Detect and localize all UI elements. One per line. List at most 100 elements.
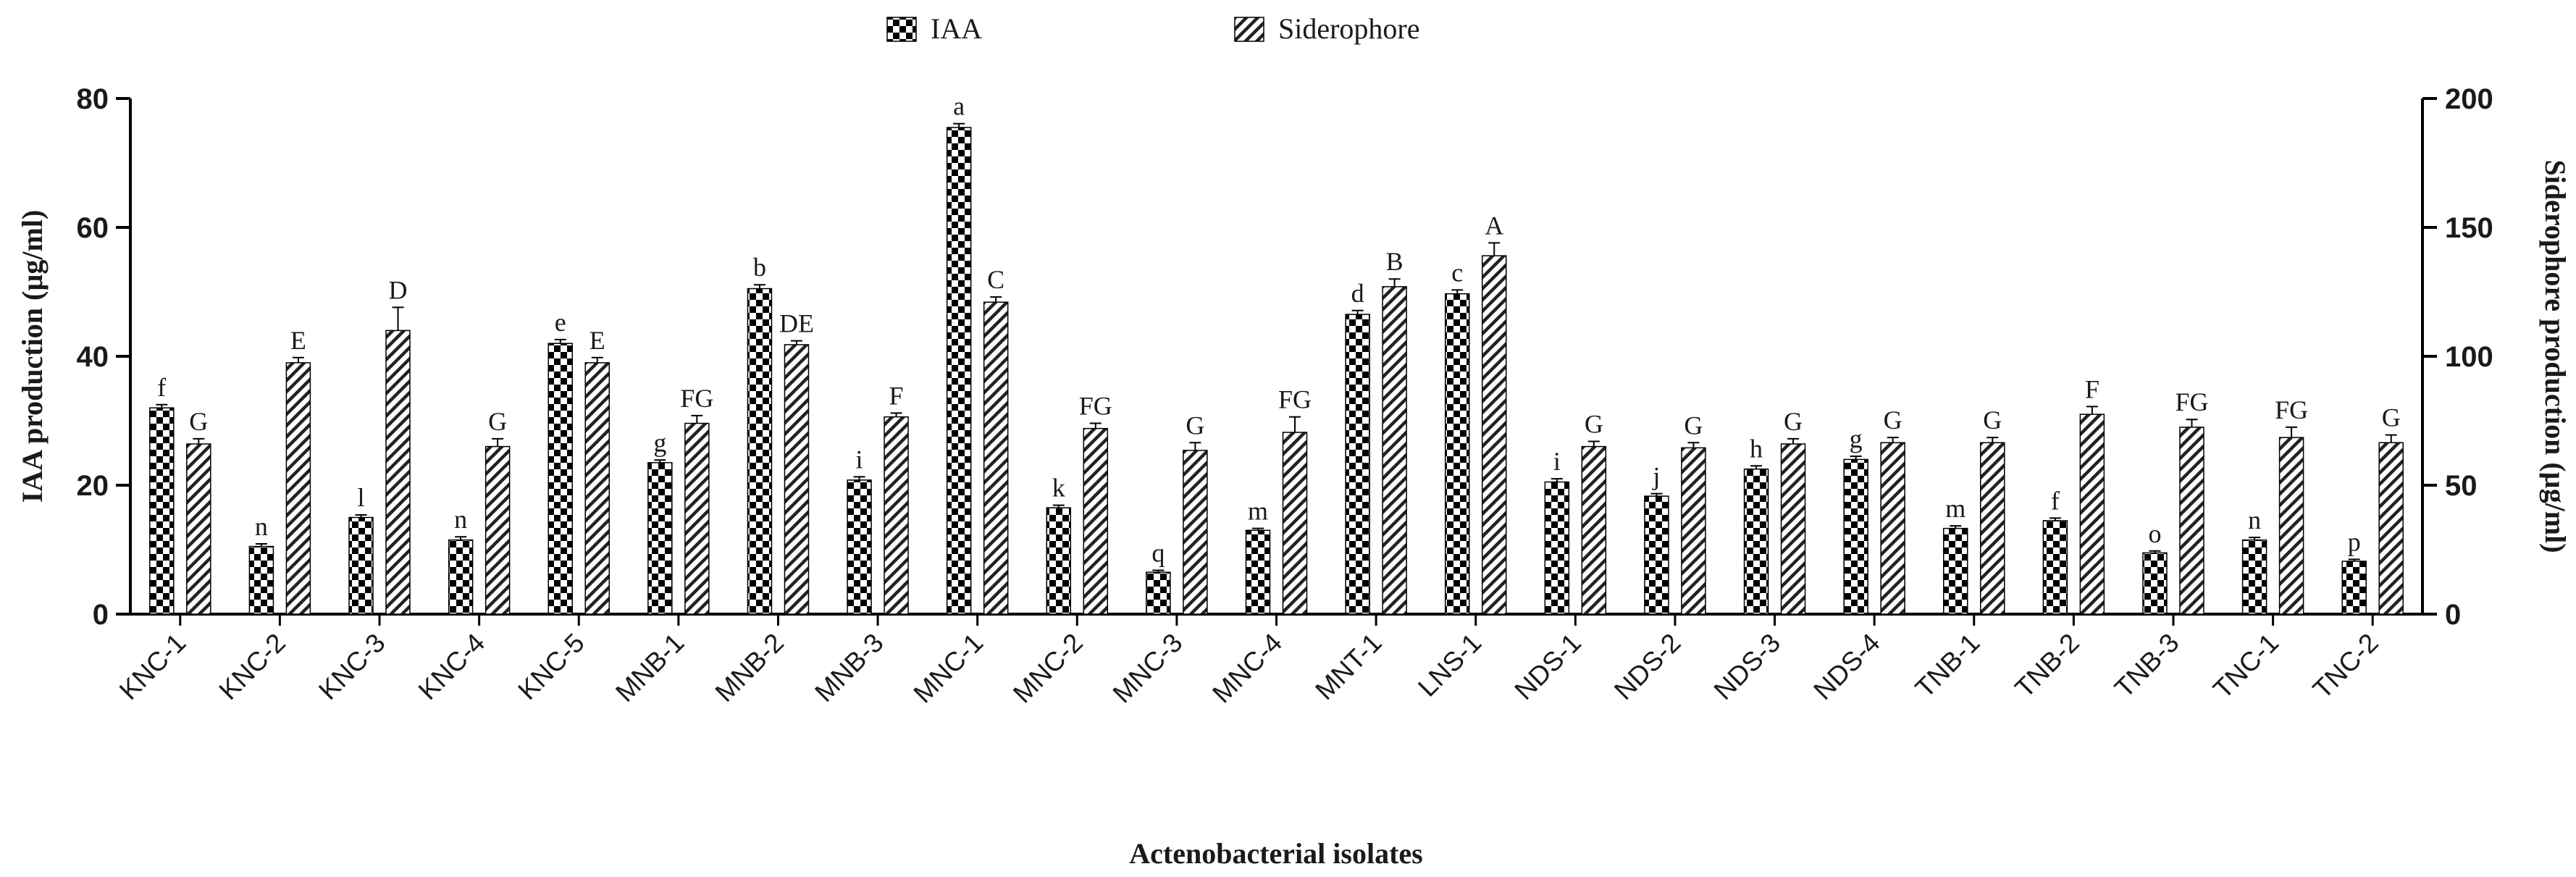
x-tick-label: TNB-2 <box>2009 628 2085 704</box>
significance-label-siderophore: G <box>2382 403 2401 432</box>
bar-iaa <box>2142 552 2168 615</box>
bar-siderophore <box>1282 432 1308 615</box>
bar-siderophore <box>983 301 1009 615</box>
bar-siderophore <box>1481 255 1507 615</box>
significance-label-iaa: h <box>1750 434 1763 463</box>
significance-label-iaa: d <box>1351 279 1364 308</box>
bar-siderophore <box>1980 442 2005 615</box>
x-tick-label: NDS-2 <box>1608 628 1687 706</box>
significance-label-iaa: o <box>2148 519 2161 548</box>
right-tick-label: 200 <box>2445 83 2493 115</box>
significance-label-siderophore: G <box>1585 409 1603 438</box>
significance-label-iaa: c <box>1451 258 1463 287</box>
significance-label-siderophore: F <box>889 381 904 410</box>
bar-iaa <box>647 462 673 615</box>
significance-label-iaa: n <box>255 512 268 541</box>
x-tick-label: TNB-3 <box>2109 628 2185 704</box>
bar-iaa <box>1644 495 1669 615</box>
significance-label-iaa: a <box>953 92 965 121</box>
bar-iaa <box>847 479 872 615</box>
x-tick-label: MNB-3 <box>809 628 889 708</box>
bar-iaa <box>1345 314 1370 615</box>
significance-label-iaa: n <box>454 505 467 534</box>
bar-siderophore <box>1681 447 1706 615</box>
significance-label-siderophore: DE <box>779 309 814 338</box>
bar-iaa <box>747 288 773 615</box>
bar-siderophore <box>784 344 810 615</box>
significance-label-iaa: i <box>856 445 863 474</box>
left-tick-label: 20 <box>77 470 109 502</box>
x-tick-label: MNC-1 <box>907 628 989 709</box>
significance-label-iaa: j <box>1651 462 1660 491</box>
significance-label-siderophore: E <box>590 326 605 355</box>
x-tick-label: KNC-4 <box>413 628 491 706</box>
left-tick-label: 60 <box>77 212 109 244</box>
significance-label-iaa: m <box>1945 494 1965 523</box>
y2-axis-title: Siderophore production (µg/ml) <box>2539 159 2572 553</box>
bar-siderophore <box>2079 414 2105 615</box>
significance-label-siderophore: C <box>987 265 1004 294</box>
bar-iaa <box>348 516 374 615</box>
x-axis-title: Actenobacterial isolates <box>1129 837 1422 870</box>
legend-label-iaa: IAA <box>931 12 982 45</box>
legend-swatch-iaa <box>886 17 917 42</box>
significance-label-siderophore: A <box>1485 211 1503 240</box>
significance-label-siderophore: G <box>488 407 507 436</box>
significance-label-iaa: i <box>1553 447 1561 476</box>
bar-iaa <box>2341 561 2367 615</box>
bar-iaa <box>946 127 972 615</box>
left-tick-label: 40 <box>77 341 109 373</box>
right-tick-label: 0 <box>2445 599 2461 631</box>
right-tick-label: 150 <box>2445 212 2493 244</box>
significance-label-siderophore: FG <box>1079 392 1112 421</box>
bar-siderophore <box>684 422 710 615</box>
x-tick-label: TNC-1 <box>2207 628 2284 705</box>
significance-label-iaa: p <box>2348 527 2361 556</box>
bar-iaa <box>547 343 573 615</box>
left-ticks: 0 20 40 60 80 <box>77 83 130 631</box>
significance-label-siderophore: G <box>1684 411 1703 440</box>
x-tick-label: MNB-1 <box>610 628 689 708</box>
bar-siderophore <box>584 362 610 615</box>
bar-siderophore <box>2378 442 2404 615</box>
bar-siderophore <box>385 330 411 615</box>
x-tick-label: MNC-4 <box>1207 628 1288 709</box>
x-tick-label: NDS-3 <box>1708 628 1787 706</box>
x-tick-label: NDS-1 <box>1509 628 1587 706</box>
x-tick-label: KNC-3 <box>313 628 391 706</box>
significance-label-iaa: g <box>1850 424 1863 453</box>
bar-iaa <box>248 545 274 615</box>
bar-siderophore <box>1880 442 1905 615</box>
legend-swatch-siderophore <box>1234 17 1264 42</box>
significance-label-iaa: m <box>1248 497 1268 526</box>
x-tick-label: TNB-1 <box>1910 628 1986 704</box>
significance-label-siderophore: G <box>1884 406 1902 435</box>
x-tick-label: MNC-2 <box>1007 628 1088 709</box>
bar-siderophore <box>1382 286 1407 615</box>
bar-iaa <box>149 407 175 615</box>
x-tick-label: MNT-1 <box>1309 628 1387 705</box>
x-tick-label: NDS-4 <box>1808 628 1886 706</box>
bar-siderophore <box>186 443 211 615</box>
significance-label-siderophore: FG <box>2275 395 2308 424</box>
significance-label-iaa: b <box>753 253 766 282</box>
left-tick-label: 80 <box>77 83 109 115</box>
significance-label-siderophore: FG <box>2175 387 2208 416</box>
bar-iaa <box>1544 481 1570 615</box>
x-tick-label: KNC-2 <box>214 628 292 706</box>
bar-siderophore <box>1183 450 1208 615</box>
x-tick-label: TNC-2 <box>2307 628 2384 705</box>
significance-label-iaa: e <box>555 308 566 337</box>
significance-label-siderophore: E <box>290 326 306 355</box>
bar-iaa <box>1245 529 1271 615</box>
significance-label-iaa: f <box>2051 486 2060 515</box>
significance-label-iaa: g <box>653 428 666 457</box>
significance-label-siderophore: FG <box>680 384 713 413</box>
bar-iaa <box>1743 469 1769 615</box>
significance-label-siderophore: D <box>389 275 408 304</box>
significance-label-siderophore: G <box>1186 411 1204 440</box>
bar-iaa <box>1444 293 1470 615</box>
x-tick-label: KNC-1 <box>114 628 192 706</box>
